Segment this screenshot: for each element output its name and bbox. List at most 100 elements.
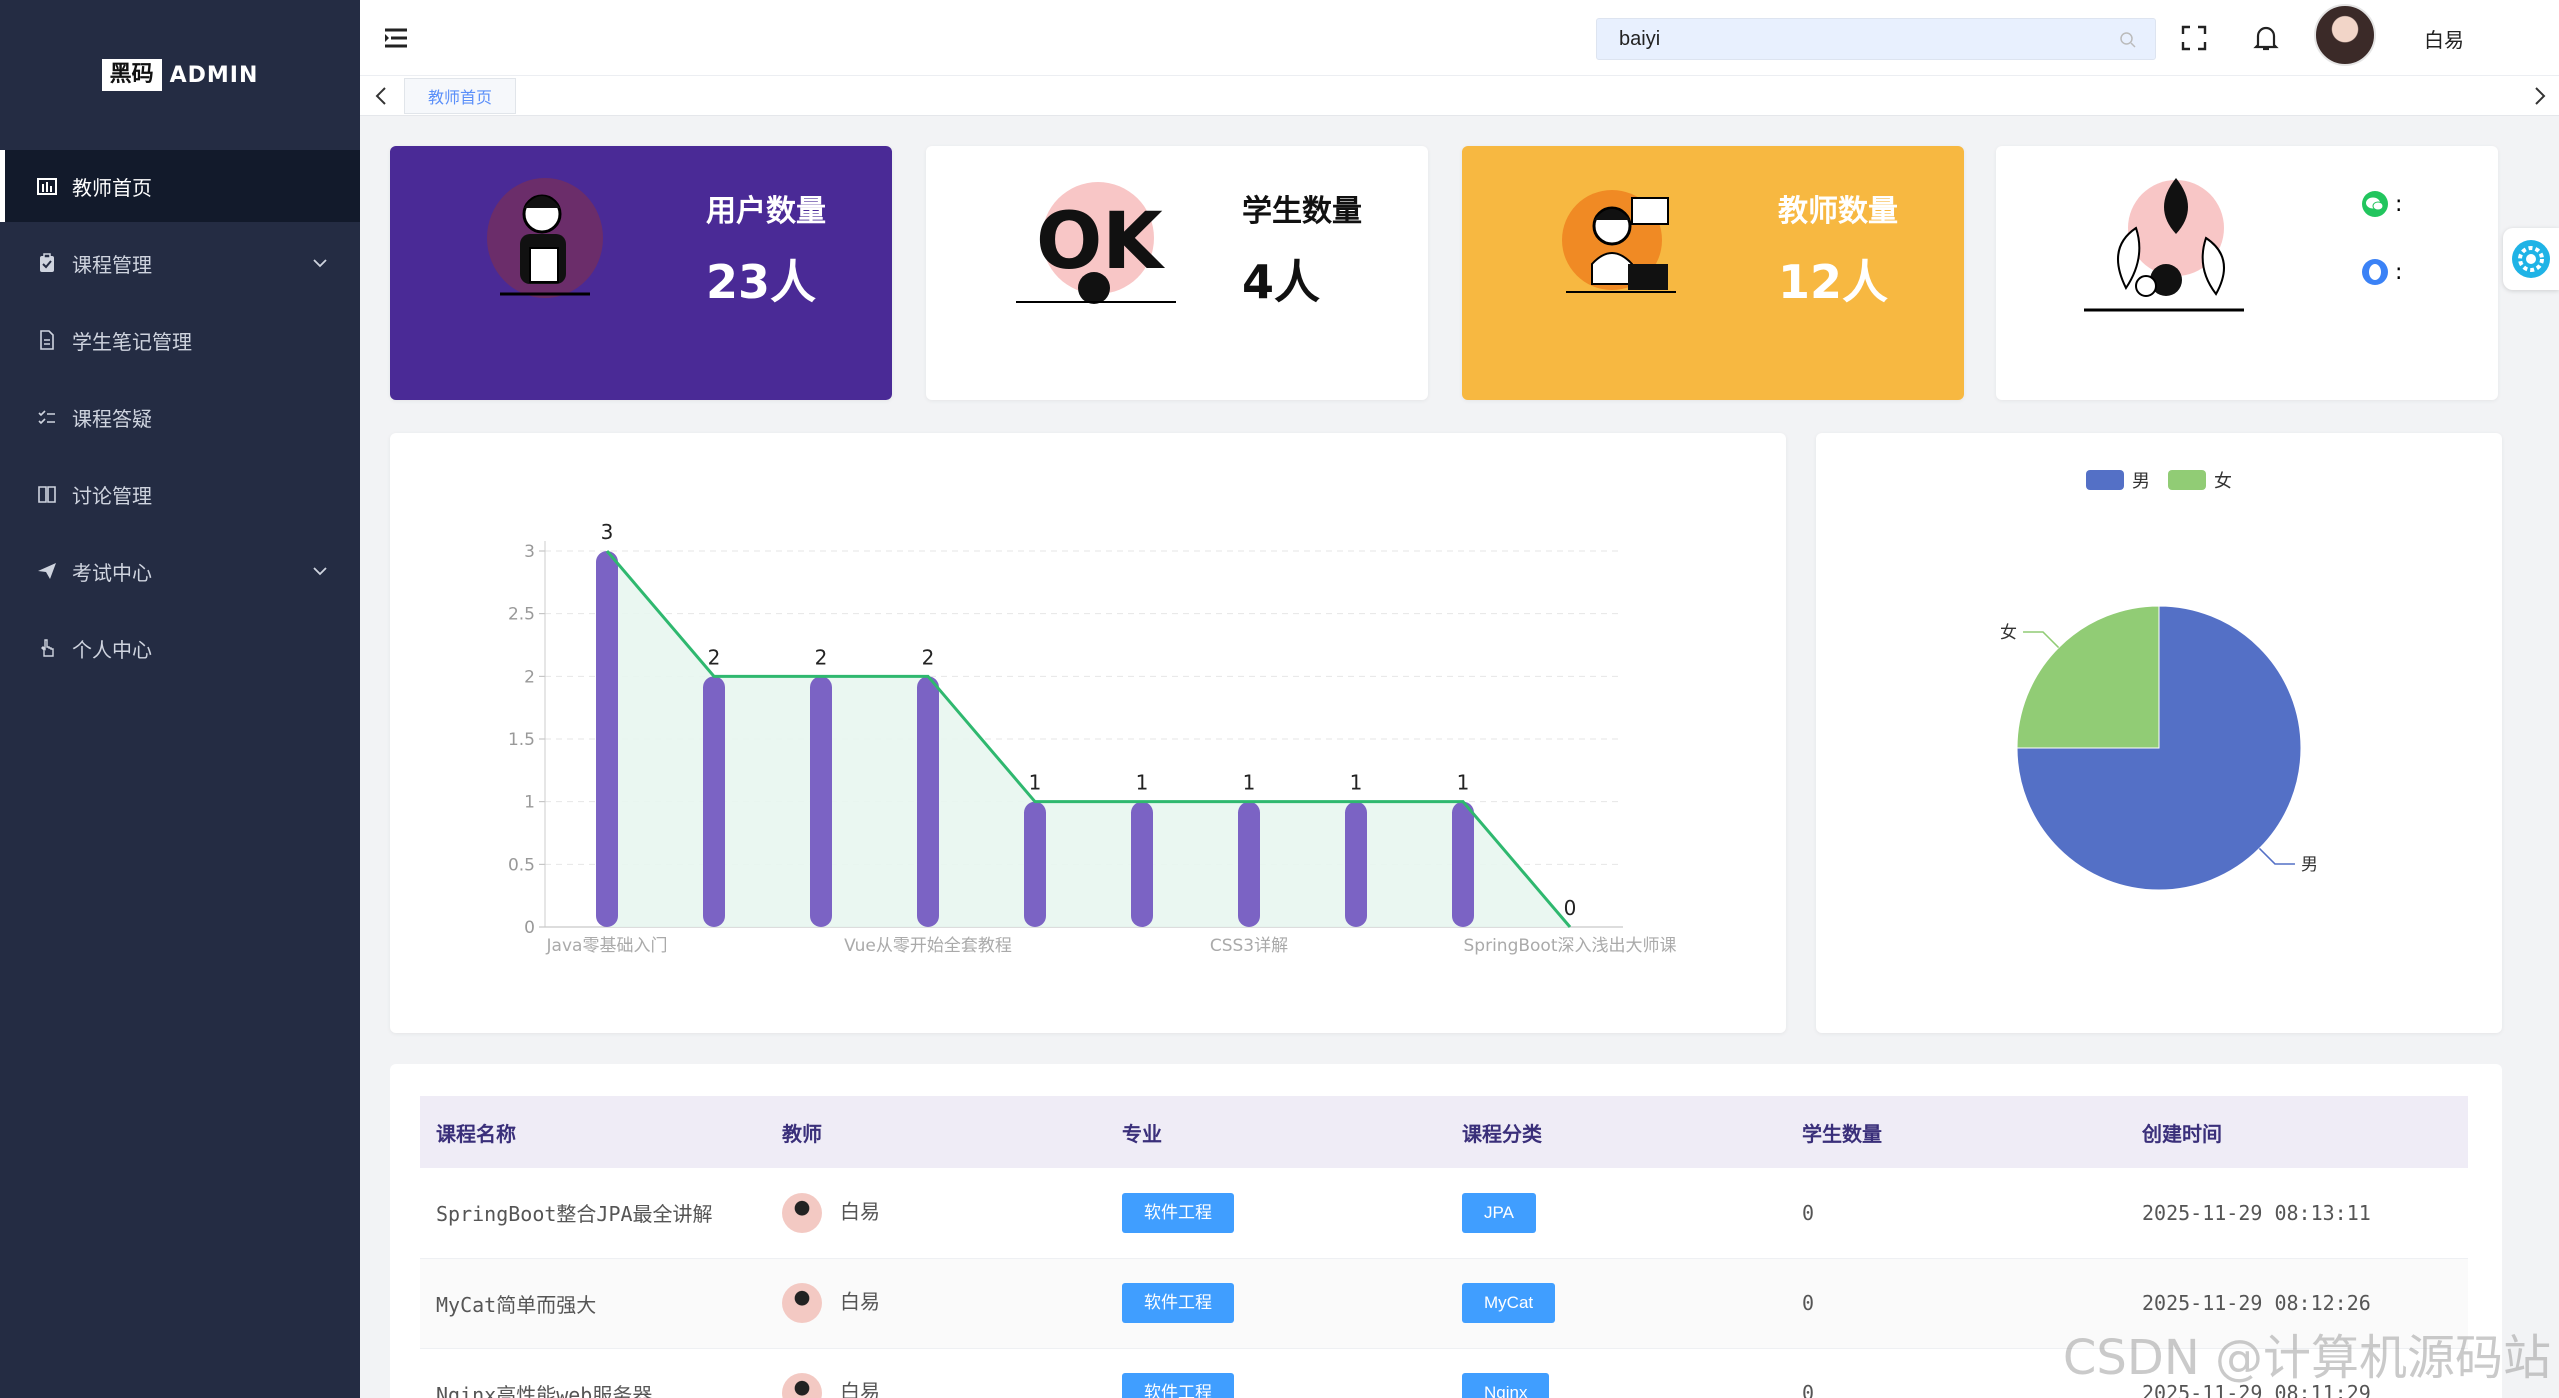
teacher-name: 白易	[840, 1289, 880, 1314]
student-count: 0	[1802, 1291, 1815, 1315]
teacher-cell: 白易	[766, 1258, 1106, 1348]
wechat-value: :	[2395, 191, 2403, 217]
data-label: 2	[815, 645, 828, 669]
qq-contact: :	[2361, 258, 2402, 286]
pie-legend: 男 女	[1816, 467, 2502, 493]
stat-card-students: OK 学生数量 4人	[926, 146, 1428, 400]
y-tick-label: 1	[524, 793, 535, 813]
column-header[interactable]: 教师	[782, 1121, 822, 1146]
settings-float-button[interactable]	[2503, 228, 2559, 290]
legend-swatch	[2086, 470, 2124, 490]
course-name: Nginx高性能web服务器	[436, 1382, 653, 1398]
category-cell: Nginx	[1446, 1348, 1786, 1398]
pie-label: 男	[2301, 855, 2318, 875]
bell-icon[interactable]	[2250, 22, 2282, 54]
gear-icon	[2512, 240, 2550, 278]
pie-chart: 男女	[2000, 605, 2318, 891]
sidebar-item-student-notes[interactable]: 学生笔记管理	[0, 304, 360, 376]
x-tick-label: SpringBoot深入浅出大师课	[1464, 936, 1677, 956]
bar	[1452, 801, 1474, 927]
category-cell: JPA	[1446, 1168, 1786, 1258]
major-tag: 软件工程	[1122, 1192, 1234, 1233]
table-row[interactable]: Nginx高性能web服务器 白易 软件工程 Nginx 0 2025-11-2…	[420, 1348, 2468, 1398]
stat-value: 23人	[706, 255, 817, 309]
bar-chart-card: 0 0.5 1 1.5 2 2.5 3 3 2 2 2 1 1 1 1 1 0 Java零基础入门 Vue从零开始全…	[390, 433, 1786, 1033]
column-header[interactable]: 课程名称	[436, 1121, 516, 1146]
legend-item-male[interactable]: 男	[2086, 467, 2150, 493]
teacher-cell: 白易	[766, 1168, 1106, 1258]
column-header[interactable]: 课程分类	[1462, 1121, 1542, 1146]
major-tag: 软件工程	[1122, 1373, 1234, 1398]
sidebar-item-exam-center[interactable]: 考试中心	[0, 535, 360, 607]
column-header[interactable]: 创建时间	[2142, 1121, 2222, 1146]
sidebar-item-label: 考试中心	[72, 560, 152, 585]
sidebar-item-label: 讨论管理	[72, 483, 152, 508]
course-name: SpringBoot整合JPA最全讲解	[436, 1202, 713, 1227]
chevron-right-icon[interactable]	[2527, 84, 2551, 108]
x-tick-label: Java零基础入门	[546, 936, 668, 956]
legend-label: 女	[2214, 471, 2232, 492]
search-input[interactable]	[1597, 19, 2077, 59]
sidebar: 黑码 ADMIN 教师首页 课程管理 学生笔记管理 课程答疑 讨论管理 考试中心	[0, 0, 360, 1398]
sidebar-item-label: 个人中心	[72, 637, 152, 662]
x-tick-label: CSS3详解	[1210, 936, 1288, 956]
sidebar-item-discussion[interactable]: 讨论管理	[0, 458, 360, 530]
category-tag: JPA	[1462, 1192, 1536, 1233]
y-tick-label: 0.5	[508, 855, 535, 875]
course-table-card: 课程名称 教师 专业 课程分类 学生数量 创建时间 SpringBoot整合JP…	[390, 1064, 2502, 1398]
book-icon	[36, 483, 58, 505]
created-time: 2025-11-29 08:11:29	[2142, 1381, 2371, 1398]
avatar[interactable]	[2314, 4, 2376, 66]
chevron-down-icon	[313, 567, 327, 576]
plant-person-illustration-icon	[2084, 178, 2244, 312]
stat-value: 12人	[1778, 255, 1889, 309]
teacher-name: 白易	[840, 1199, 880, 1224]
created-time: 2025-11-29 08:12:26	[2142, 1291, 2371, 1315]
sidebar-item-label: 教师首页	[72, 175, 152, 200]
table-row[interactable]: SpringBoot整合JPA最全讲解 白易 软件工程 JPA 0 2025-1…	[420, 1168, 2468, 1258]
menu-toggle-icon[interactable]	[382, 24, 410, 52]
data-label: 3	[601, 520, 614, 544]
table-row[interactable]: MyCat简单而强大 白易 软件工程 MyCat 0 2025-11-29 08…	[420, 1258, 2468, 1348]
bar	[917, 676, 939, 927]
search-box	[1596, 18, 2156, 60]
chevron-left-icon[interactable]	[370, 84, 394, 108]
sidebar-item-personal-center[interactable]: 个人中心	[0, 612, 360, 684]
bar	[1024, 801, 1046, 927]
y-tick-label: 3	[524, 542, 535, 562]
major-cell: 软件工程	[1106, 1258, 1446, 1348]
legend-swatch	[2168, 470, 2206, 490]
sidebar-item-course-management[interactable]: 课程管理	[0, 227, 360, 299]
stat-title: 用户数量	[706, 194, 826, 229]
legend-item-female[interactable]: 女	[2168, 467, 2232, 493]
major-cell: 软件工程	[1106, 1168, 1446, 1258]
search-icon[interactable]	[2119, 31, 2137, 49]
line-area	[607, 551, 1570, 927]
column-header[interactable]: 专业	[1122, 1121, 1162, 1146]
send-icon	[36, 560, 58, 582]
username[interactable]: 白易	[2424, 28, 2464, 52]
teacher-avatar	[782, 1373, 822, 1398]
tab-teacher-home[interactable]: 教师首页	[404, 78, 516, 114]
data-label: 1	[1136, 771, 1149, 795]
data-label: 1	[1350, 771, 1363, 795]
sidebar-item-course-qa[interactable]: 课程答疑	[0, 381, 360, 453]
stat-card-contact: : :	[1996, 146, 2498, 400]
column-header[interactable]: 学生数量	[1802, 1121, 1882, 1146]
course-table: 课程名称 教师 专业 课程分类 学生数量 创建时间 SpringBoot整合JP…	[420, 1096, 2468, 1398]
bar	[1238, 801, 1260, 927]
fullscreen-icon[interactable]	[2178, 22, 2210, 54]
logo-mark: 黑码	[101, 59, 162, 91]
x-tick-label: Vue从零开始全套教程	[844, 936, 1012, 956]
y-tick-label: 1.5	[508, 730, 535, 750]
y-tick-label: 2	[524, 667, 535, 687]
logo-text: ADMIN	[169, 62, 259, 88]
stat-title: 教师数量	[1778, 194, 1898, 229]
table-header-row: 课程名称 教师 专业 课程分类 学生数量 创建时间	[420, 1096, 2468, 1168]
created-time: 2025-11-29 08:13:11	[2142, 1200, 2371, 1225]
major-tag: 软件工程	[1122, 1283, 1234, 1323]
major-cell: 软件工程	[1106, 1348, 1446, 1398]
sidebar-item-teacher-home[interactable]: 教师首页	[0, 150, 360, 222]
teacher-cell: 白易	[766, 1348, 1106, 1398]
bar	[1131, 801, 1153, 927]
